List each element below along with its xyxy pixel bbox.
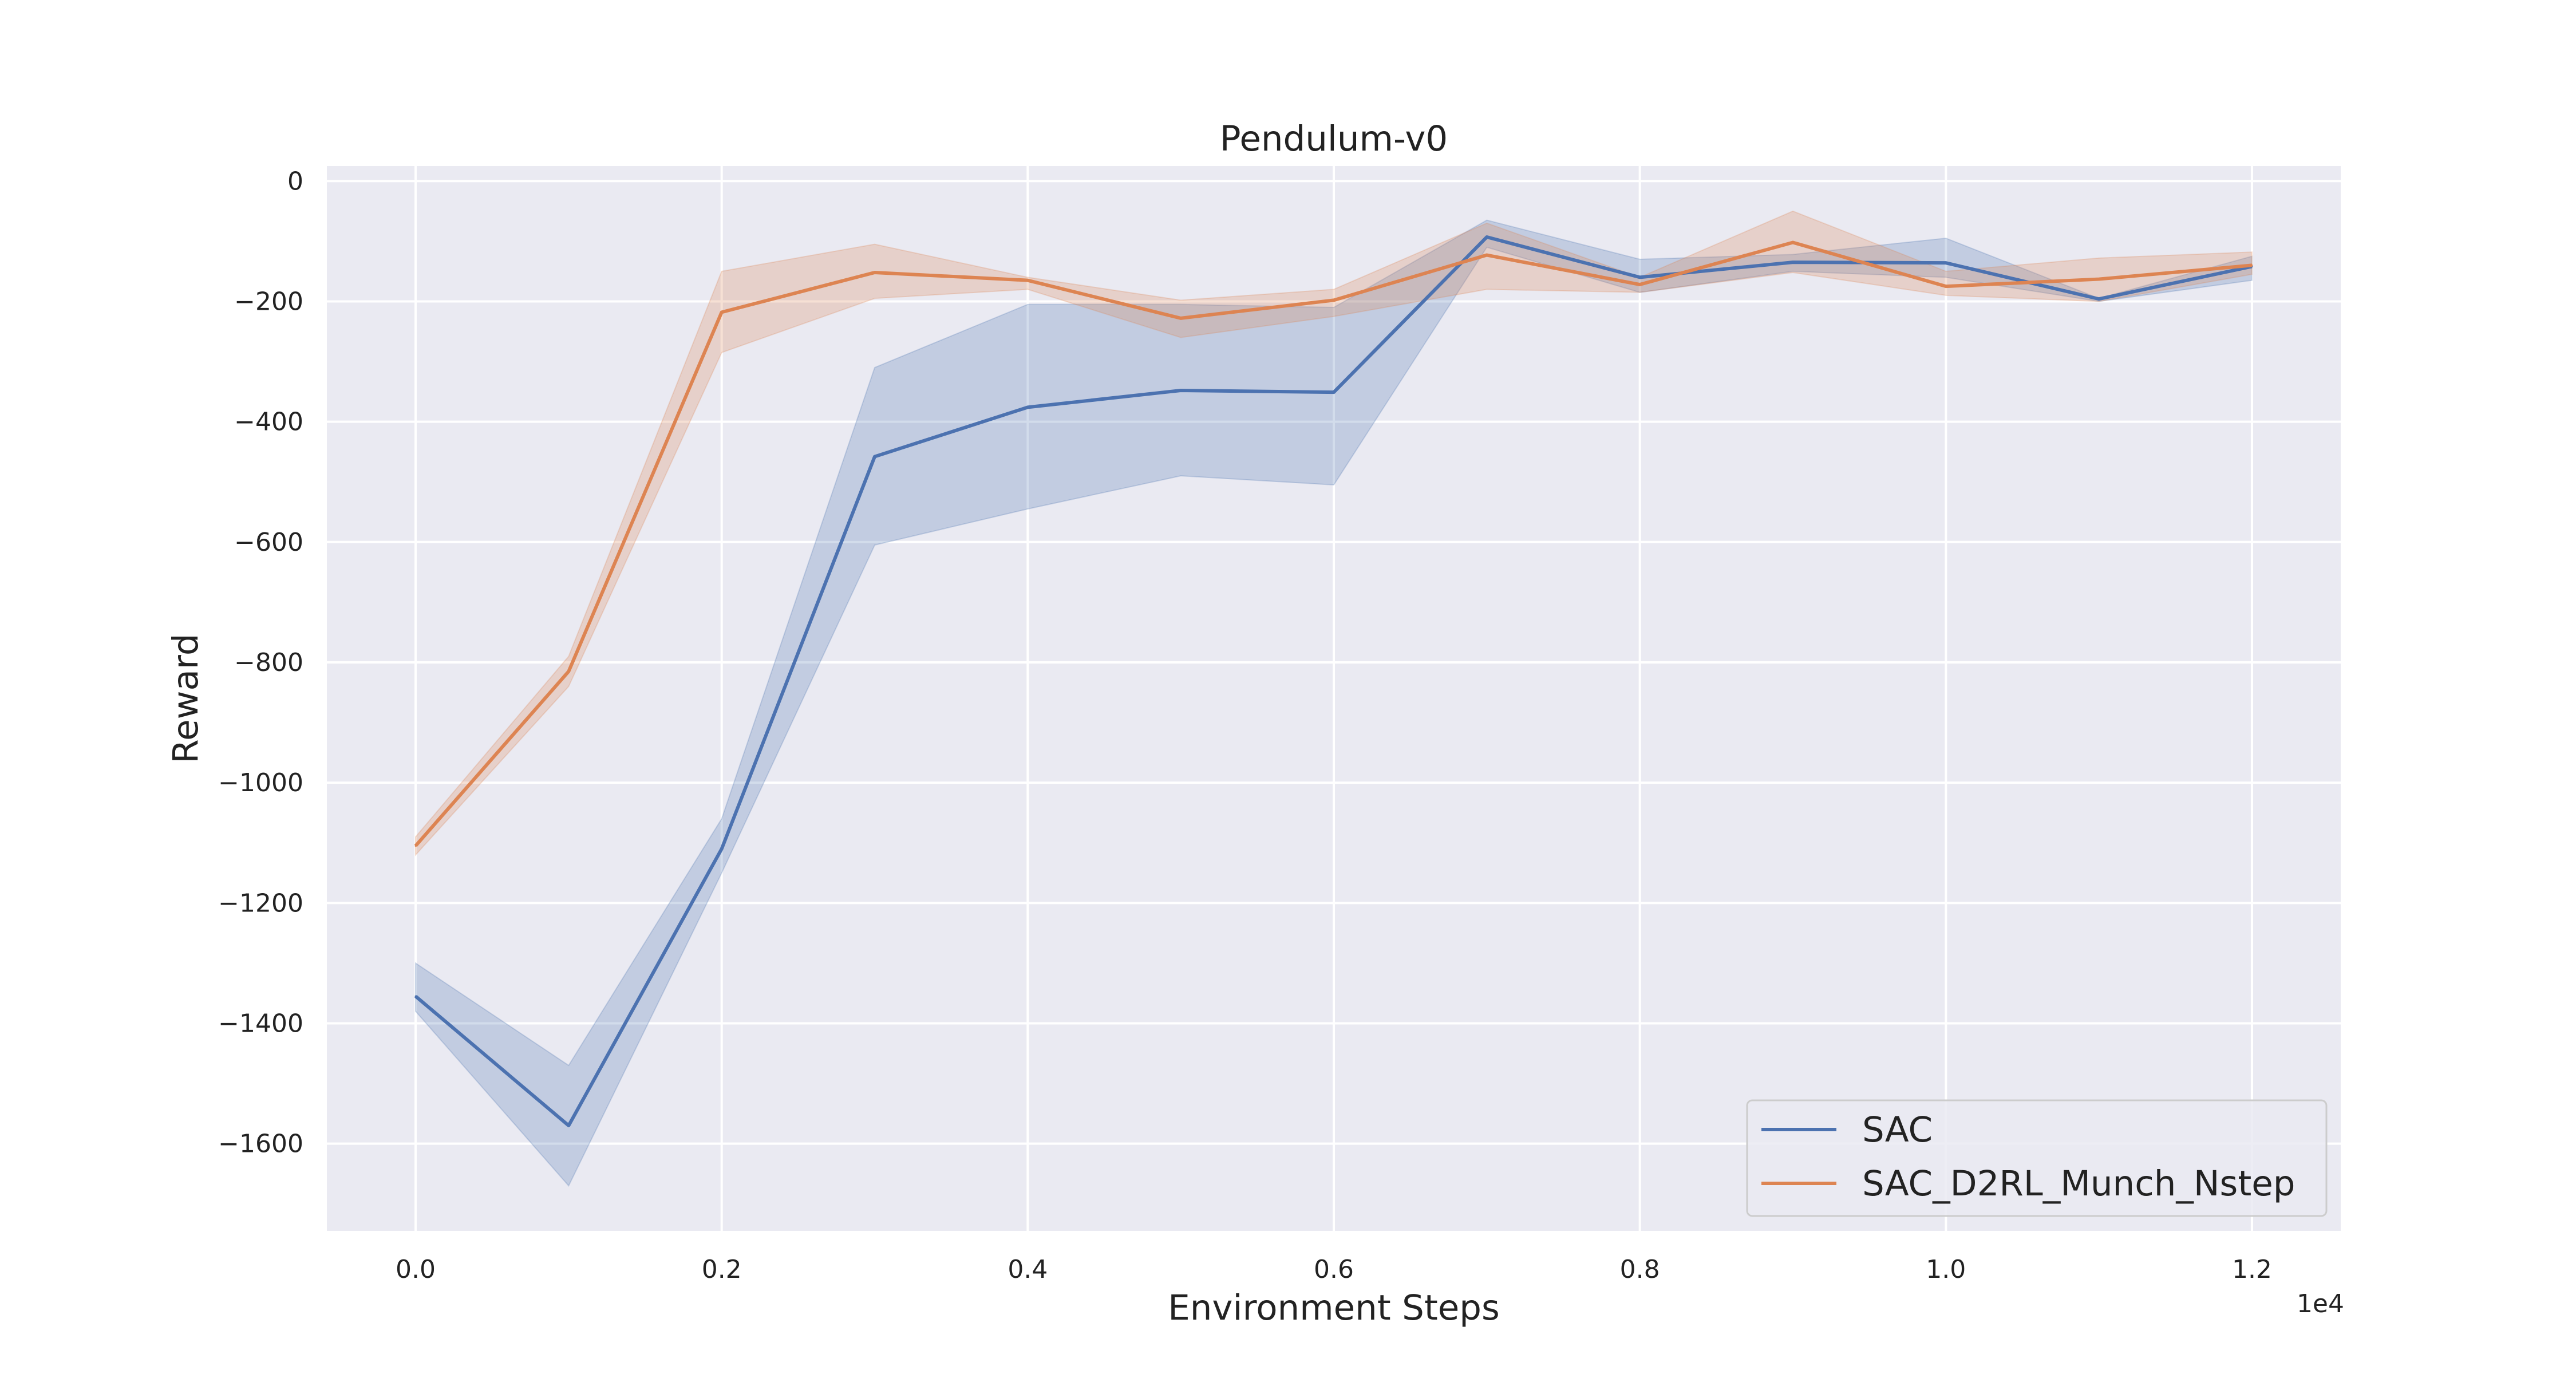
y-tick-label: −1400: [218, 1009, 303, 1038]
data-point-sac: [1485, 236, 1488, 238]
x-tick-label: 0.0: [396, 1255, 436, 1284]
x-tick-labels: 0.0 0.2 0.4 0.6 0.8 1.0 1.2: [396, 1255, 2272, 1284]
x-tick-label: 0.8: [1620, 1255, 1660, 1284]
data-point-sac-d2rl-munch-nstep: [2098, 278, 2100, 281]
data-point-sac: [1639, 276, 1641, 278]
data-point-sac: [1333, 391, 1335, 393]
y-tick-label: −800: [234, 648, 303, 677]
data-point-sac: [1792, 261, 1794, 263]
data-point-sac-d2rl-munch-nstep: [1792, 241, 1794, 243]
data-point-sac: [1945, 262, 1947, 264]
x-tick-label: 0.4: [1008, 1255, 1048, 1284]
legend: SAC SAC_D2RL_Munch_Nstep: [1746, 1099, 2328, 1217]
data-point-sac: [1180, 389, 1182, 392]
y-tick-label: −200: [234, 287, 303, 316]
data-point-sac-d2rl-munch-nstep: [721, 311, 723, 313]
legend-label-sac: SAC: [1862, 1110, 1933, 1150]
data-point-sac-d2rl-munch-nstep: [414, 844, 417, 847]
data-point-sac-d2rl-munch-nstep: [1945, 285, 1947, 287]
confidence-band-sac: [415, 219, 2253, 1187]
confidence-band-sac-d2rl-munch-nstep: [415, 210, 2253, 856]
data-point-sac-d2rl-munch-nstep: [567, 670, 570, 673]
data-point-sac: [2098, 298, 2100, 300]
x-tick-label: 1.0: [1926, 1255, 1966, 1284]
data-point-sac: [567, 1124, 570, 1127]
y-tick-label: −400: [234, 408, 303, 437]
legend-label-sac-d2rl-munch-nstep: SAC_D2RL_Munch_Nstep: [1862, 1163, 2295, 1204]
chart-title: Pendulum-v0: [1220, 119, 1448, 159]
y-tick-label: −1200: [218, 889, 303, 918]
data-point-sac-d2rl-munch-nstep: [874, 271, 876, 274]
y-tick-labels: 0 −200 −400 −600 −800 −1000 −1200 −1400 −1600: [218, 167, 303, 1158]
data-point-sac-d2rl-munch-nstep: [1333, 299, 1335, 301]
y-tick-label: −1600: [218, 1130, 303, 1159]
x-offset-label: 1e4: [2297, 1289, 2344, 1318]
data-point-sac-d2rl-munch-nstep: [1639, 283, 1641, 286]
y-axis-label: Reward: [165, 633, 206, 763]
confidence-bands: [415, 210, 2253, 1187]
grid: [327, 166, 2341, 1231]
x-tick-label: 1.2: [2232, 1255, 2272, 1284]
series-lines: [414, 235, 2253, 1128]
y-tick-label: 0: [287, 167, 303, 196]
data-point-sac-d2rl-munch-nstep: [1026, 279, 1029, 282]
data-point-sac: [721, 848, 723, 850]
data-point-sac-d2rl-munch-nstep: [1485, 254, 1488, 256]
y-tick-label: −1000: [218, 768, 303, 797]
data-point-sac: [1026, 406, 1029, 408]
x-tick-label: 0.6: [1314, 1255, 1354, 1284]
legend-box: [1746, 1099, 2328, 1217]
x-axis-label: Environment Steps: [1168, 1288, 1500, 1328]
data-point-sac: [874, 456, 876, 458]
data-point-sac: [414, 995, 417, 997]
y-tick-label: −600: [234, 528, 303, 557]
x-tick-label: 0.2: [702, 1255, 742, 1284]
data-point-sac-d2rl-munch-nstep: [2251, 264, 2253, 266]
data-point-sac-d2rl-munch-nstep: [1180, 317, 1182, 319]
